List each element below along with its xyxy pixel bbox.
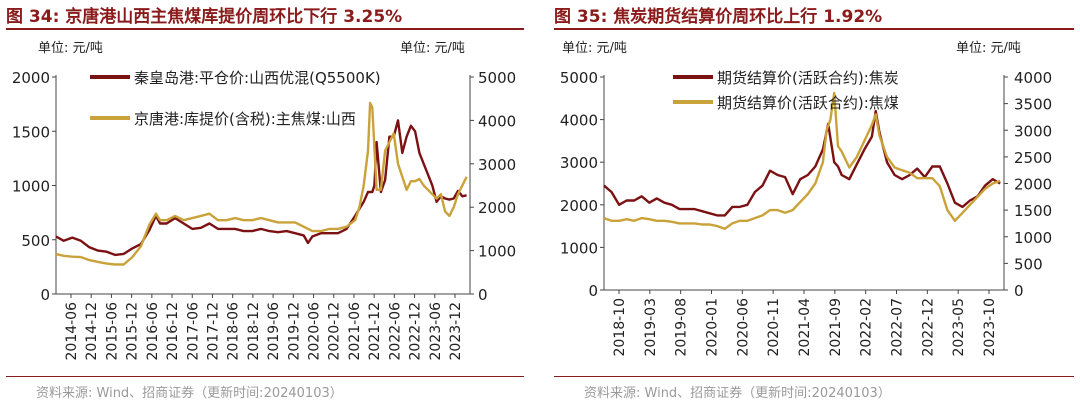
x-tick-label: 2015-12	[125, 302, 141, 361]
y-tick-label-left: 1500	[12, 123, 50, 141]
x-tick-label: 2020-11	[766, 298, 782, 357]
y-tick-label-left: 2000	[12, 69, 50, 87]
chart-title: 图 35: 焦炭期货结算价周环比上行 1.92%	[554, 7, 883, 27]
x-tick-label: 2021-04	[797, 298, 813, 357]
x-tick-label: 2019-08	[674, 298, 690, 357]
chart-35: 0 1000 2000 3000 4000 5000 0 500 1000 1500 2000 250…	[560, 69, 1052, 357]
x-tick-label: 2022-07	[890, 298, 906, 357]
x-tick-label: 2018-10	[612, 298, 628, 357]
series-line-secondary	[55, 101, 468, 266]
legend-label: 期货结算价(活跃合约):焦炭	[717, 69, 899, 87]
y-tick-label-right: 4000	[478, 112, 516, 130]
x-tick-label: 2017-06	[185, 302, 201, 361]
y-tick-label-left: 1000	[560, 239, 598, 257]
x-tick-label: 2022-12	[920, 298, 936, 357]
x-tick-label: 2023-12	[448, 302, 464, 361]
x-tick-label: 2019-12	[286, 302, 302, 361]
y-tick-label-right: 1000	[1014, 229, 1052, 247]
x-tick-label: 2019-06	[266, 302, 282, 361]
x-tick-label: 2023-10	[982, 298, 998, 357]
y-tick-label-left: 5000	[560, 69, 598, 87]
x-tick-label: 2015-06	[104, 302, 120, 361]
series-line-primary	[603, 109, 1001, 217]
y-tick-label-right: 5000	[478, 69, 516, 87]
y-tick-label-left: 2000	[560, 197, 598, 215]
y-tick-label-left: 0	[40, 286, 50, 304]
y-tick-label-right: 1000	[478, 243, 516, 261]
x-tick-label: 2018-06	[226, 302, 242, 361]
legend-label: 秦皇岛港:平仓价:山西优混(Q5500K)	[134, 69, 381, 87]
unit-label-left: 单位: 元/吨	[38, 41, 103, 56]
legend-label: 京唐港:库提价(含税):主焦煤:山西	[134, 110, 356, 128]
source-note: 资料来源: Wind、招商证券（更新时间:20240103）	[36, 386, 343, 401]
y-tick-label-right: 0	[478, 286, 488, 304]
x-tick-label: 2017-12	[205, 302, 221, 361]
unit-label-right: 单位: 元/吨	[400, 41, 465, 56]
x-tick-label: 2022-06	[387, 302, 403, 361]
legend-label: 期货结算价(活跃合约):焦煤	[717, 94, 899, 112]
x-tick-label: 2020-12	[327, 302, 343, 361]
y-tick-label-right: 4000	[1014, 69, 1052, 87]
x-tick-label: 2018-12	[246, 302, 262, 361]
x-tick-label: 2021-12	[367, 302, 383, 361]
source-note: 资料来源: Wind、招商证券（更新时间:20240103）	[584, 386, 891, 401]
title-rule	[6, 28, 524, 30]
x-tick-label: 2023-06	[428, 302, 444, 361]
x-tick-label: 2021-09	[828, 298, 844, 357]
x-tick-label: 2022-12	[408, 302, 424, 361]
y-tick-label-right: 2500	[1014, 149, 1052, 167]
footer-rule	[6, 376, 524, 377]
x-tick-label: 2020-06	[735, 298, 751, 357]
chart-title: 图 34: 京唐港山西主焦煤库提价周环比下行 3.25%	[6, 7, 403, 27]
y-tick-label-left: 0	[588, 282, 598, 300]
chart-panel-34: 图 34: 京唐港山西主焦煤库提价周环比下行 3.25% 单位: 元/吨 单位:…	[0, 0, 530, 406]
unit-label-right: 单位: 元/吨	[956, 41, 1021, 56]
x-tick-label: 2019-03	[643, 298, 659, 357]
x-tick-label: 2020-06	[307, 302, 323, 361]
x-tick-label: 2021-06	[347, 302, 363, 361]
chart-34: 0 500 1000 1500 2000 0 1000 2000 3000 4000 5000 201…	[12, 69, 516, 361]
x-tick-label: 2016-12	[165, 302, 181, 361]
y-tick-label-left: 1000	[12, 178, 50, 196]
y-tick-label-right: 3000	[1014, 122, 1052, 140]
series-line-secondary	[603, 91, 1001, 231]
y-tick-label-left: 3000	[560, 154, 598, 172]
x-tick-label: 2020-01	[705, 298, 721, 357]
y-tick-label-right: 0	[1014, 282, 1024, 300]
unit-label-left: 单位: 元/吨	[562, 41, 627, 56]
x-tick-label: 2014-12	[84, 302, 100, 361]
footer-rule	[554, 376, 1074, 377]
y-tick-label-right: 2000	[478, 199, 516, 217]
y-tick-label-left: 500	[21, 232, 50, 250]
x-tick-label: 2022-02	[859, 298, 875, 357]
y-tick-label-right: 3000	[478, 156, 516, 174]
y-tick-label-right: 3500	[1014, 96, 1052, 114]
y-tick-label-right: 2000	[1014, 176, 1052, 194]
title-rule	[554, 28, 1074, 30]
chart-panel-35: 图 35: 焦炭期货结算价周环比上行 1.92% 单位: 元/吨 单位: 元/吨…	[548, 0, 1080, 406]
y-tick-label-right: 500	[1014, 255, 1043, 273]
x-tick-label: 2016-06	[145, 302, 161, 361]
x-tick-label: 2023-05	[951, 298, 967, 357]
y-tick-label-right: 1500	[1014, 202, 1052, 220]
y-tick-label-left: 4000	[560, 112, 598, 130]
x-tick-label: 2014-06	[64, 302, 80, 361]
